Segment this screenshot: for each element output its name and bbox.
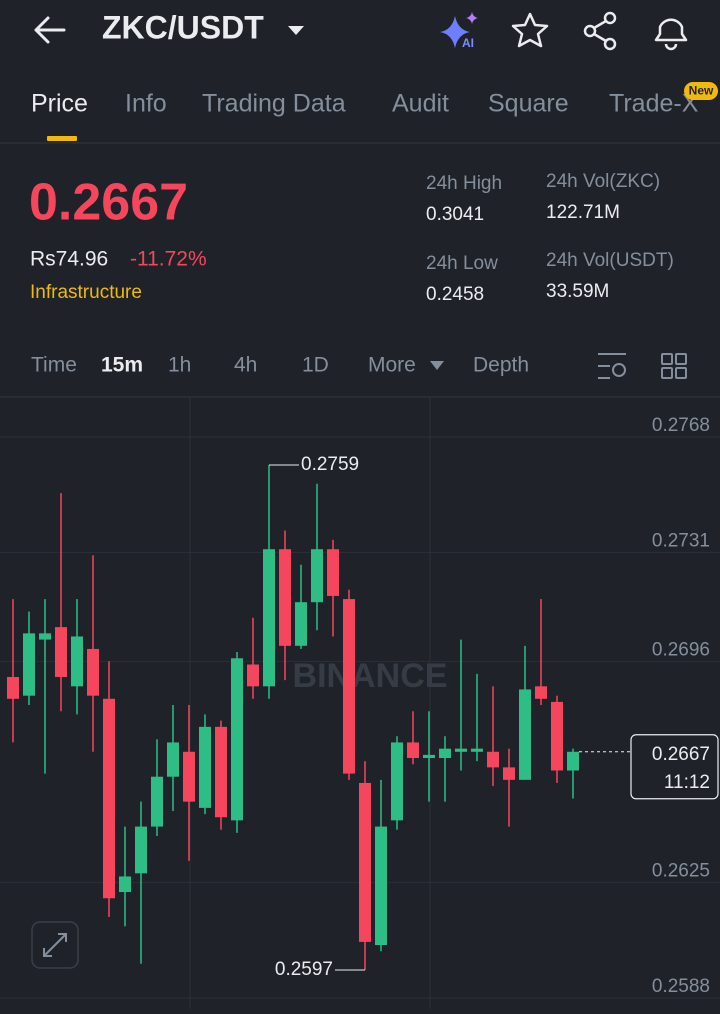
interval-option[interactable]: Time <box>31 354 77 377</box>
candle-body <box>7 676 19 699</box>
last-price: 0.2667 <box>29 174 188 232</box>
notification-button[interactable] <box>654 18 688 51</box>
candle-body <box>215 726 227 818</box>
candle-body <box>263 549 275 687</box>
candle-body <box>279 549 291 646</box>
y-tick-label: 0.2696 <box>652 639 710 660</box>
favorite-button[interactable] <box>511 12 549 48</box>
candle-body <box>343 599 355 774</box>
candle-body <box>71 636 83 687</box>
pair-title[interactable]: ZKC/USDT <box>102 9 264 45</box>
candle-body <box>103 698 115 899</box>
stat-label: 24h Vol(USDT) <box>546 250 674 271</box>
fiat-price: Rs74.96 <box>30 248 108 271</box>
candle-body <box>39 633 51 640</box>
candle-body <box>455 748 467 752</box>
tab[interactable]: Trading Data <box>202 90 346 118</box>
watermark: BINANCE <box>293 657 448 695</box>
candle-body <box>423 754 435 759</box>
candle-body <box>231 658 243 821</box>
interval-option[interactable]: More <box>368 354 416 377</box>
candle-body <box>311 549 323 603</box>
candle-body <box>391 742 403 821</box>
back-button[interactable] <box>34 16 66 44</box>
candle-body <box>551 701 563 771</box>
svg-text:AI: AI <box>462 36 474 50</box>
candle-body <box>567 751 579 771</box>
new-badge <box>684 82 718 100</box>
ai-button[interactable]: AI <box>440 12 478 50</box>
pair-dropdown[interactable] <box>288 26 304 35</box>
stat-value: 0.2458 <box>426 284 484 305</box>
share-button[interactable] <box>583 11 617 51</box>
y-tick-label: 0.2731 <box>652 530 710 551</box>
expand-button[interactable] <box>31 921 79 969</box>
last-price-label: 0.2667 <box>652 744 710 765</box>
candle-body <box>471 748 483 752</box>
candlestick-chart: BINANCE 0.2768 0.2731 0.2696 0.2625 0.2588 0.… <box>0 397 720 1009</box>
tab[interactable]: Square <box>488 90 569 118</box>
countdown-label: 11:12 <box>664 772 710 793</box>
candle-body <box>23 633 35 696</box>
candle-body <box>359 782 371 942</box>
candle-body <box>327 549 339 596</box>
stat-value: 33.59M <box>546 281 609 302</box>
layout-button[interactable] <box>661 353 687 379</box>
y-tick-label: 0.2768 <box>652 415 710 436</box>
stat-value: 0.3041 <box>426 204 484 225</box>
stat-value: 122.71M <box>546 202 620 223</box>
candle-body <box>55 627 67 677</box>
candle-body <box>183 751 195 802</box>
candle-body <box>295 602 307 646</box>
candle-body <box>119 876 131 893</box>
candle-body <box>375 826 387 946</box>
interval-option[interactable]: 1h <box>168 354 191 377</box>
stat-label: 24h Low <box>426 253 498 274</box>
min-label: 0.2597 <box>275 959 333 980</box>
tab[interactable]: Info <box>125 90 167 118</box>
interval-option[interactable]: 15m <box>101 354 143 377</box>
candle-body <box>535 686 547 699</box>
interval-option[interactable]: 1D <box>302 354 329 377</box>
indicator-settings[interactable] <box>598 353 626 379</box>
tab[interactable]: Price <box>31 90 88 118</box>
candle-body <box>407 742 419 759</box>
y-tick-label: 0.2625 <box>652 861 710 882</box>
more-dropdown[interactable] <box>430 361 444 370</box>
stat-label: 24h Vol(ZKC) <box>546 171 660 192</box>
candle-body <box>439 748 451 759</box>
candle-body <box>87 648 99 696</box>
y-tick-label: 0.2588 <box>652 976 710 997</box>
candle-body <box>167 742 179 777</box>
tab[interactable]: Audit <box>392 90 449 118</box>
interval-option[interactable]: 4h <box>234 354 257 377</box>
last-price-box <box>630 734 719 800</box>
price-change: -11.72% <box>130 248 207 271</box>
sector-tag[interactable]: Infrastructure <box>30 282 142 303</box>
candle-body <box>503 767 515 780</box>
new-badge-text: New <box>689 84 714 98</box>
stat-label: 24h High <box>426 173 502 194</box>
candle-body <box>135 826 147 874</box>
tab[interactable]: Trade-X <box>609 90 699 118</box>
candle-body <box>519 689 531 780</box>
candle-body <box>247 664 259 687</box>
active-tab-indicator <box>47 136 77 141</box>
candle-body <box>151 776 163 827</box>
interval-option[interactable]: Depth <box>473 354 529 377</box>
candle-body <box>199 726 211 808</box>
candle-body <box>487 751 499 768</box>
max-label: 0.2759 <box>301 454 359 475</box>
